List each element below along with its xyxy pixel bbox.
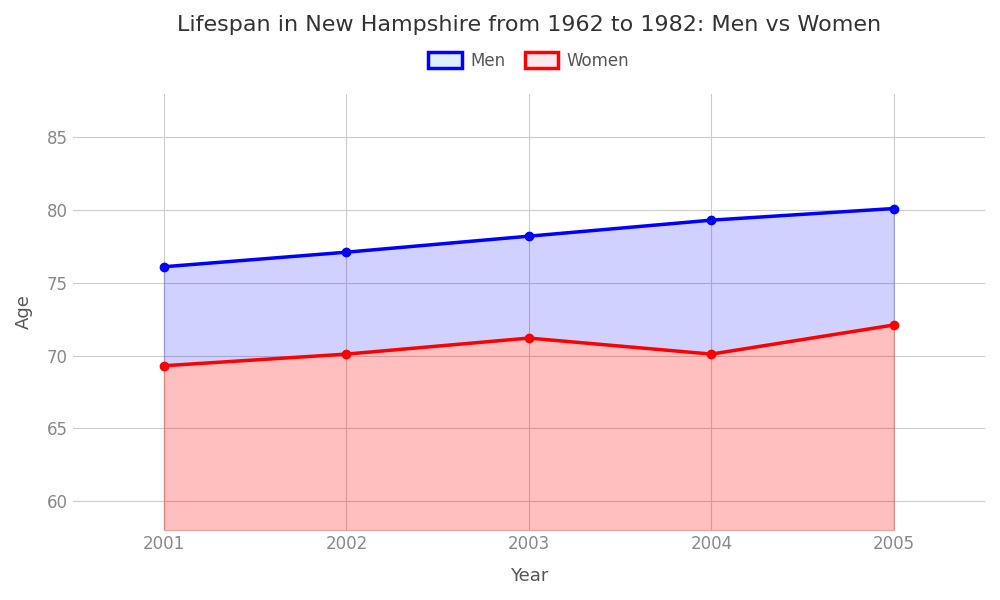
Legend: Men, Women: Men, Women xyxy=(422,45,636,76)
Title: Lifespan in New Hampshire from 1962 to 1982: Men vs Women: Lifespan in New Hampshire from 1962 to 1… xyxy=(177,15,881,35)
X-axis label: Year: Year xyxy=(510,567,548,585)
Y-axis label: Age: Age xyxy=(15,295,33,329)
